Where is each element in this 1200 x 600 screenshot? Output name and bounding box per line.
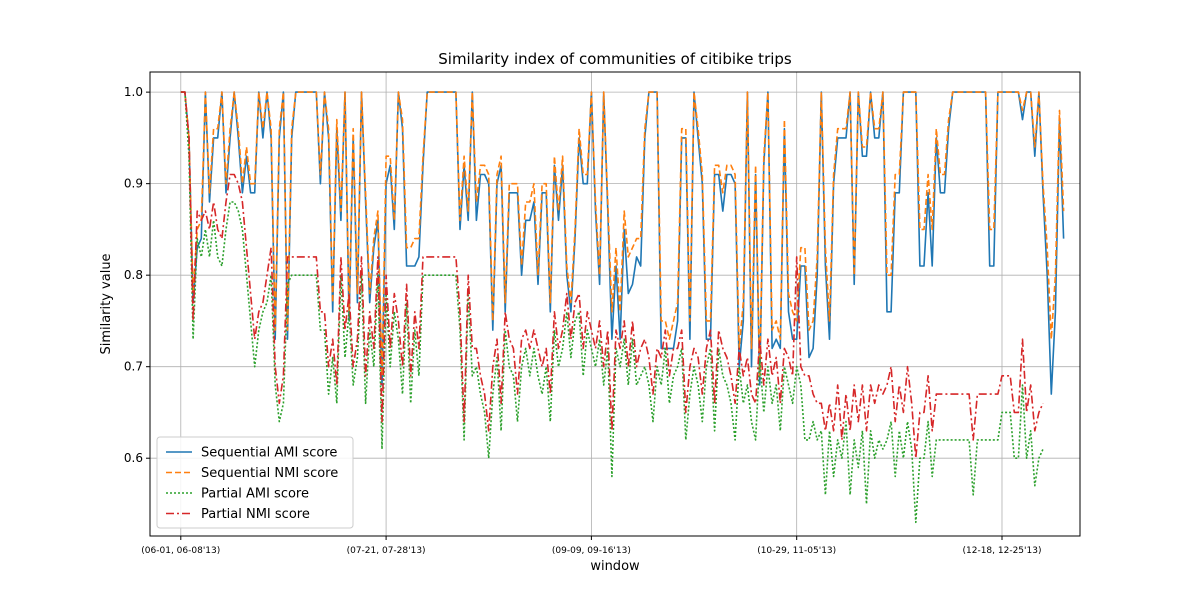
x-tick-label: (10-29, 11-05'13)	[757, 546, 836, 556]
x-tick-label: (07-21, 07-28'13)	[347, 546, 426, 556]
legend-sequential-ami-label: Sequential AMI score	[201, 446, 337, 461]
y-tick-label: 0.8	[124, 268, 143, 282]
y-axis-ticks: 0.6 0.7 0.8 0.9 1.0	[124, 85, 150, 465]
sequential-nmi-line	[180, 91, 1065, 377]
y-tick-label: 0.9	[124, 177, 143, 191]
x-tick-label: (12-18, 12-25'13)	[962, 546, 1041, 556]
legend-partial-ami-label: Partial AMI score	[201, 487, 309, 502]
legend-box	[156, 436, 354, 529]
legend: Sequential AMI score Sequential NMI score…	[156, 436, 354, 529]
series-layer	[180, 91, 1065, 524]
chart-title: Similarity index of communities of citib…	[438, 50, 792, 68]
legend-sequential-nmi-label: Sequential NMI score	[201, 466, 338, 481]
y-tick-label: 0.6	[124, 451, 143, 465]
y-axis-label: Similarity value	[99, 253, 114, 354]
y-tick-label: 1.0	[124, 85, 143, 99]
x-tick-label: (06-01, 06-08'13)	[141, 546, 220, 556]
y-tick-label: 0.7	[124, 360, 143, 374]
partial-ami-line	[180, 91, 1044, 524]
legend-partial-nmi-label: Partial NMI score	[201, 507, 310, 522]
x-tick-label: (09-09, 09-16'13)	[552, 546, 631, 556]
x-axis-label: window	[590, 559, 640, 574]
plot-frame	[149, 71, 1081, 537]
x-axis-ticks: (06-01, 06-08'13) (07-21, 07-28'13) (09-09…	[141, 536, 1041, 556]
